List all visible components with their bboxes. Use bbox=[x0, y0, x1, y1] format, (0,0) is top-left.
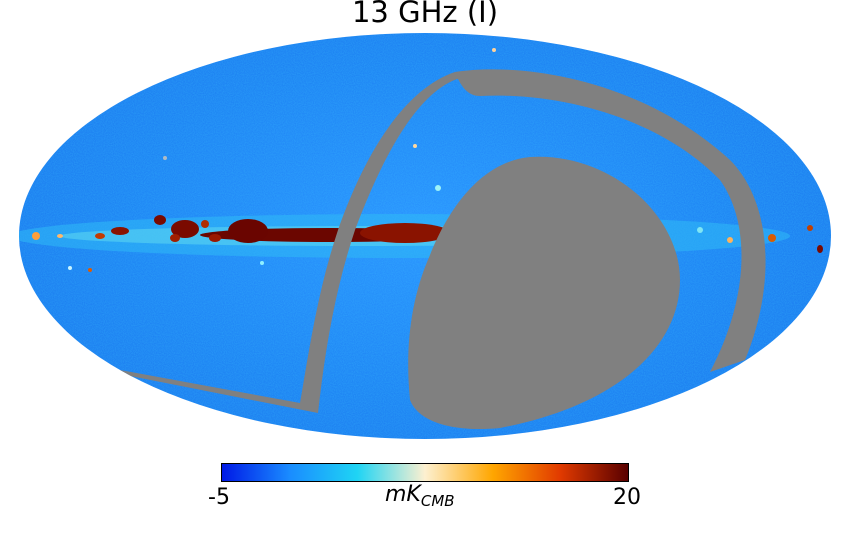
mask-central-blob bbox=[408, 156, 680, 430]
colorbar bbox=[221, 463, 629, 482]
unit-subscript: CMB bbox=[420, 492, 455, 510]
mask-left-band bbox=[110, 72, 460, 413]
colorbar-max-label: 20 bbox=[613, 485, 641, 510]
map-title: 13 GHz (I) bbox=[351, 0, 499, 29]
unit-main: mK bbox=[385, 482, 421, 507]
galactic-plane bbox=[32, 215, 823, 253]
colorbar-unit-label: mKCMB bbox=[385, 482, 455, 514]
mollweide-sky-map bbox=[19, 33, 831, 439]
colorbar-gradient bbox=[221, 463, 629, 482]
point-sources bbox=[68, 48, 703, 272]
colorbar-min-label: -5 bbox=[208, 485, 230, 510]
mask-regions bbox=[110, 69, 766, 430]
mask-right-band bbox=[455, 69, 766, 373]
